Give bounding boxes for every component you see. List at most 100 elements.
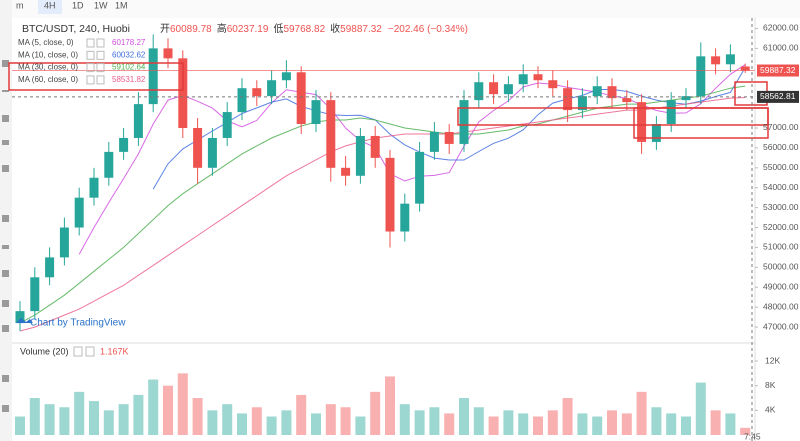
candle-body [178, 58, 188, 128]
legend-value: 60178.27 [112, 38, 146, 47]
volume-bar [370, 391, 381, 435]
y-tick-label: 55000.00 [763, 162, 799, 172]
last-price-tag [757, 64, 799, 77]
interval-button[interactable]: 1W [94, 0, 108, 10]
volume-bar [15, 416, 25, 435]
volume-bar [59, 407, 70, 435]
candle-body [711, 56, 721, 65]
candle-body [518, 74, 528, 85]
candle-body [193, 127, 203, 168]
candle-body [104, 151, 114, 178]
y-tick-label: 54000.00 [763, 182, 799, 192]
volume-bar [710, 410, 721, 435]
volume-bar [74, 391, 85, 435]
annotation-boxes [8, 62, 769, 139]
volume-bar [562, 398, 573, 435]
candle-body [133, 104, 143, 138]
candle-body [577, 96, 587, 111]
volume-bar [503, 410, 514, 435]
volume-bar [473, 407, 484, 435]
volume-bar [651, 407, 662, 435]
volume-bar [177, 373, 188, 435]
ohlc-value: 59887.32 [340, 24, 382, 35]
interval-button[interactable]: 1M [115, 0, 128, 10]
watermark: Chart by TradingView [30, 318, 126, 329]
interval-button[interactable]: m [16, 0, 24, 10]
y-tick-label: 52000.00 [763, 222, 799, 232]
candle-body [592, 86, 602, 97]
volume-last: 1.167K [100, 346, 129, 356]
volume-bar [103, 410, 114, 435]
legend-value: 60032.62 [112, 50, 146, 59]
candle-body [370, 135, 380, 158]
candle-body [533, 74, 543, 81]
candle-body [651, 124, 661, 142]
candle-body [444, 131, 454, 144]
ma-line [19, 85, 746, 324]
volume-title: Volume (20) [20, 346, 69, 356]
ohlc-value: 59768.82 [283, 24, 325, 35]
candle-body [474, 82, 484, 101]
y-tick-label: 50000.00 [763, 262, 799, 272]
legend-value: 58531.82 [112, 75, 146, 84]
volume-bar [237, 413, 247, 435]
legend-close[interactable] [96, 63, 105, 73]
volume-bar [281, 410, 292, 435]
volume-bar [414, 410, 425, 435]
volume-bar [681, 416, 691, 435]
legend-settings[interactable] [86, 63, 95, 73]
candle-body [74, 197, 84, 228]
y-tick-label: 48000.00 [763, 301, 799, 311]
candle-body [252, 88, 262, 97]
y-tick-label: 61000.00 [763, 43, 799, 53]
candle-body [548, 80, 558, 89]
legend-value: 59102.64 [112, 63, 146, 72]
interval-button[interactable]: 1D [72, 0, 84, 10]
crosshair-price-label: 58562.81 [760, 91, 796, 101]
candle-body [267, 80, 277, 97]
volume-bar [148, 379, 159, 435]
y-tick-label: 47000.00 [763, 321, 799, 331]
volume-bar [118, 404, 129, 435]
ohlc-name: 开 [160, 24, 170, 35]
volume-bar [444, 413, 455, 435]
plot [15, 34, 751, 435]
candle-body [89, 177, 99, 198]
legend-name: MA (5, close, 0) [18, 38, 74, 47]
legend-close[interactable] [96, 75, 105, 85]
volume-settings [73, 346, 83, 357]
legend-close[interactable] [96, 38, 105, 48]
candle-body [622, 98, 632, 103]
candle-body [681, 96, 691, 101]
y-tick-label: 49000.00 [763, 282, 799, 292]
legend-settings[interactable] [86, 75, 95, 85]
volume-bar [592, 416, 603, 435]
ma-line [152, 67, 746, 190]
volume-bar [621, 413, 632, 435]
legend-settings[interactable] [86, 50, 95, 60]
volume-bar [385, 376, 395, 435]
candle-body [637, 102, 647, 142]
ohlc-name: 收 [330, 22, 340, 35]
volume-bar [311, 413, 321, 435]
candle-body [45, 257, 55, 278]
candle-body [222, 112, 232, 138]
volume-bar [296, 394, 307, 435]
legend-settings[interactable] [86, 38, 95, 48]
candle-body [311, 100, 321, 125]
volume-bar [577, 413, 588, 435]
volume-bar [222, 404, 233, 435]
y-tick-label: 57000.00 [763, 122, 799, 132]
watermark-logo [16, 318, 33, 323]
volume-bar [266, 416, 277, 435]
candle-body [563, 88, 573, 111]
volume-tick-label: 4K [765, 405, 776, 415]
legend-close[interactable] [96, 50, 105, 60]
volume-tick-label: 8K [765, 380, 776, 390]
volume-bar [192, 398, 203, 435]
interval-button[interactable]: 4H [44, 0, 56, 10]
volume-bar [518, 413, 529, 435]
volume-bar [251, 407, 262, 435]
ma-line [78, 64, 746, 255]
